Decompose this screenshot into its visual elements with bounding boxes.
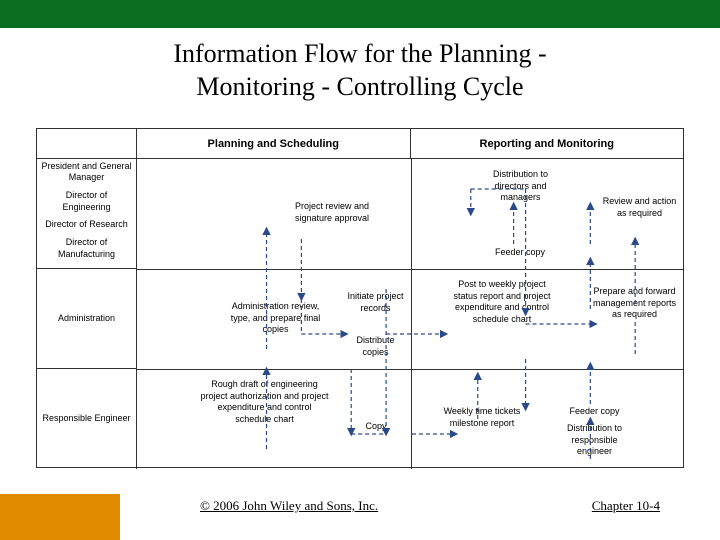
cell-distribute-copies: Distribute copies [343, 333, 408, 360]
cell-initiate-records: Initiate project records [343, 289, 408, 316]
cells-area: Project review and signature approval Di… [137, 159, 683, 469]
cell-admin-review: Administration review, type, and prepare… [223, 299, 328, 338]
row-header-directors: President and General Manager Director o… [37, 159, 136, 269]
row-header-admin: Administration [37, 269, 136, 369]
column-header-row: Planning and Scheduling Reporting and Mo… [37, 129, 683, 159]
cell-post-weekly: Post to weekly project status report and… [447, 277, 557, 328]
cell-feeder-copy-top: Feeder copy [485, 245, 555, 261]
cell-review-action: Review and action as required [597, 194, 682, 221]
col-header-reporting: Reporting and Monitoring [411, 129, 684, 158]
footer: © 2006 John Wiley and Sons, Inc. Chapter… [0, 494, 720, 540]
footer-chapter: Chapter 10-4 [592, 498, 660, 514]
row-headers: President and General Manager Director o… [37, 159, 137, 469]
row-header-engineer: Responsible Engineer [37, 369, 136, 469]
footer-copyright: © 2006 John Wiley and Sons, Inc. [200, 498, 378, 514]
cell-feeder-copy-bottom: Feeder copy [557, 404, 632, 420]
cell-prepare-forward: Prepare and forward management reports a… [587, 284, 682, 323]
corner-cell [37, 129, 137, 158]
flow-chart: Planning and Scheduling Reporting and Mo… [36, 128, 684, 468]
cell-project-review: Project review and signature approval [277, 199, 387, 226]
cell-weekly-tickets: Weekly time tickets milestone report [437, 404, 527, 431]
footer-accent [0, 494, 120, 540]
title-line-2: Monitoring - Controlling Cycle [0, 71, 720, 104]
title-line-1: Information Flow for the Planning - [0, 38, 720, 71]
cell-distribution-directors: Distribution to directors and managers [473, 167, 568, 206]
cell-rough-draft: Rough draft of engineering project autho… [197, 377, 332, 428]
cell-distribution-engineer: Distribution to responsible engineer [552, 421, 637, 460]
row-div-2 [137, 369, 683, 370]
col-header-planning: Planning and Scheduling [137, 129, 411, 158]
col-divider [411, 159, 412, 469]
top-bar [0, 0, 720, 28]
row-div-1 [137, 269, 683, 270]
cell-copy: Copy [351, 419, 401, 435]
grid-body: President and General Manager Director o… [37, 159, 683, 469]
